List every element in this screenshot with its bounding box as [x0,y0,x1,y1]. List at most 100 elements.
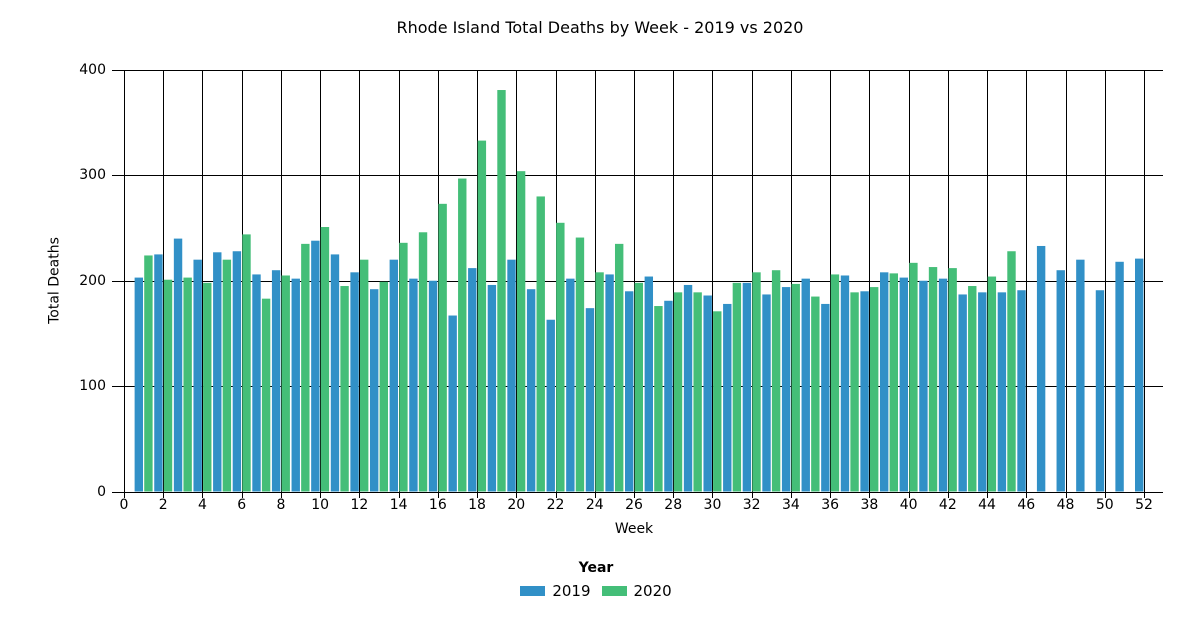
bar-2019-week-38 [860,291,869,492]
bar-2019-week-31 [723,303,732,492]
y-tick-label-100: 100 [79,378,106,395]
bar-2019-week-37 [840,275,850,492]
bar-2019-week-10 [311,240,320,492]
bar-2020-week-6 [242,234,251,492]
bar-2020-week-43 [968,286,977,492]
x-tick-label-42: 42 [938,497,957,513]
bar-2019-week-52 [1135,258,1144,492]
x-tick-label-46: 46 [1017,497,1036,513]
bar-2020-week-20 [516,171,526,492]
y-tick-label-200: 200 [79,272,106,289]
bar-2019-week-50 [1095,290,1105,492]
bar-2020-week-5 [222,259,232,492]
bar-2019-week-18 [468,268,477,492]
x-tick-label-30: 30 [703,497,722,513]
bar-2020-week-39 [889,273,898,492]
bar-2019-week-23 [566,278,575,492]
bar-2019-week-6 [232,251,242,492]
bar-2020-week-1 [144,255,153,492]
bar-2019-week-34 [781,287,791,492]
x-axis-title: Week [614,521,654,537]
x-tick-label-6: 6 [237,497,247,513]
bar-2019-week-45 [997,292,1007,492]
bar-2019-week-16 [428,280,438,492]
bar-2019-week-8 [271,270,281,492]
bar-2019-week-29 [683,284,693,492]
x-tick-label-52: 52 [1135,497,1153,513]
bar-2020-week-37 [850,292,859,492]
bar-2020-week-14 [399,242,408,492]
bar-2019-week-49 [1076,259,1085,492]
bar-2020-week-30 [713,311,722,492]
bar-2019-week-5 [213,252,222,492]
bar-2020-week-26 [634,282,643,492]
bar-2019-week-4 [193,259,202,492]
bar-2019-week-28 [664,300,673,492]
bar-2020-week-10 [320,227,330,492]
legend-swatch-2019 [520,586,546,596]
x-tick-label-44: 44 [978,497,996,513]
x-tick-label-50: 50 [1095,497,1114,513]
bar-2019-week-41 [919,280,928,492]
bar-2020-week-31 [732,282,742,492]
bar-2019-week-30 [703,295,712,492]
bar-2019-week-43 [958,294,967,492]
x-tick-label-32: 32 [742,497,761,513]
x-tick-label-10: 10 [311,497,330,513]
bar-2019-week-21 [526,289,536,492]
x-tick-label-0: 0 [119,497,129,513]
bar-2019-week-1 [134,277,144,492]
bar-2020-week-27 [654,306,663,492]
bar-2020-week-17 [458,178,467,492]
bar-2020-week-16 [438,203,447,492]
bar-2020-week-28 [673,292,683,492]
bar-2020-week-3 [183,277,192,492]
bar-2020-week-12 [359,259,369,492]
bar-2019-week-46 [1017,290,1026,492]
bar-2020-week-25 [614,243,624,492]
legend-item-2019: 2019 [520,582,591,600]
bar-2019-week-26 [625,291,634,492]
bar-2019-week-48 [1056,270,1065,492]
bar-2020-week-8 [281,275,290,492]
bar-2020-week-13 [379,281,388,492]
bar-2019-week-2 [154,254,163,492]
bar-2019-week-44 [978,292,987,492]
bar-2019-week-12 [350,272,359,492]
x-tick-label-28: 28 [664,497,683,513]
x-tick-label-26: 26 [625,497,643,513]
x-tick-label-14: 14 [389,497,408,513]
bar-2020-week-11 [340,286,349,492]
bar-2019-week-32 [742,282,752,492]
legend-item-label: 2019 [552,582,591,600]
x-tick-label-24: 24 [585,497,604,513]
legend: Year 2019 2020 [0,560,1192,600]
bar-2020-week-42 [948,268,957,492]
x-tick-label-16: 16 [428,497,447,513]
y-tick-label-300: 300 [79,167,106,184]
bar-2020-week-36 [830,274,840,492]
bar-2019-week-33 [762,294,771,492]
bar-2019-week-15 [409,278,418,492]
bar-2019-week-27 [644,276,654,492]
legend-items: 2019 2020 [520,582,672,600]
bar-2020-week-9 [301,243,310,492]
bar-2019-week-39 [880,272,889,492]
bar-2020-week-40 [909,262,918,492]
bar-2019-week-47 [1036,245,1046,492]
x-tick-label-12: 12 [350,497,369,513]
bar-2019-week-9 [291,278,300,492]
bar-2019-week-51 [1115,261,1124,492]
bar-2019-week-14 [389,259,399,492]
bar-2019-week-36 [821,303,830,492]
bar-2020-week-41 [928,267,938,492]
x-tick-label-38: 38 [860,497,879,513]
bar-2020-week-22 [556,222,565,492]
legend-item-2020: 2020 [601,582,672,600]
bar-2020-week-21 [536,196,545,492]
bar-2019-week-24 [585,308,595,492]
chart-title: Rhode Island Total Deaths by Week - 2019… [396,18,804,37]
x-tick-label-4: 4 [197,497,207,513]
x-tick-label-18: 18 [468,497,486,513]
